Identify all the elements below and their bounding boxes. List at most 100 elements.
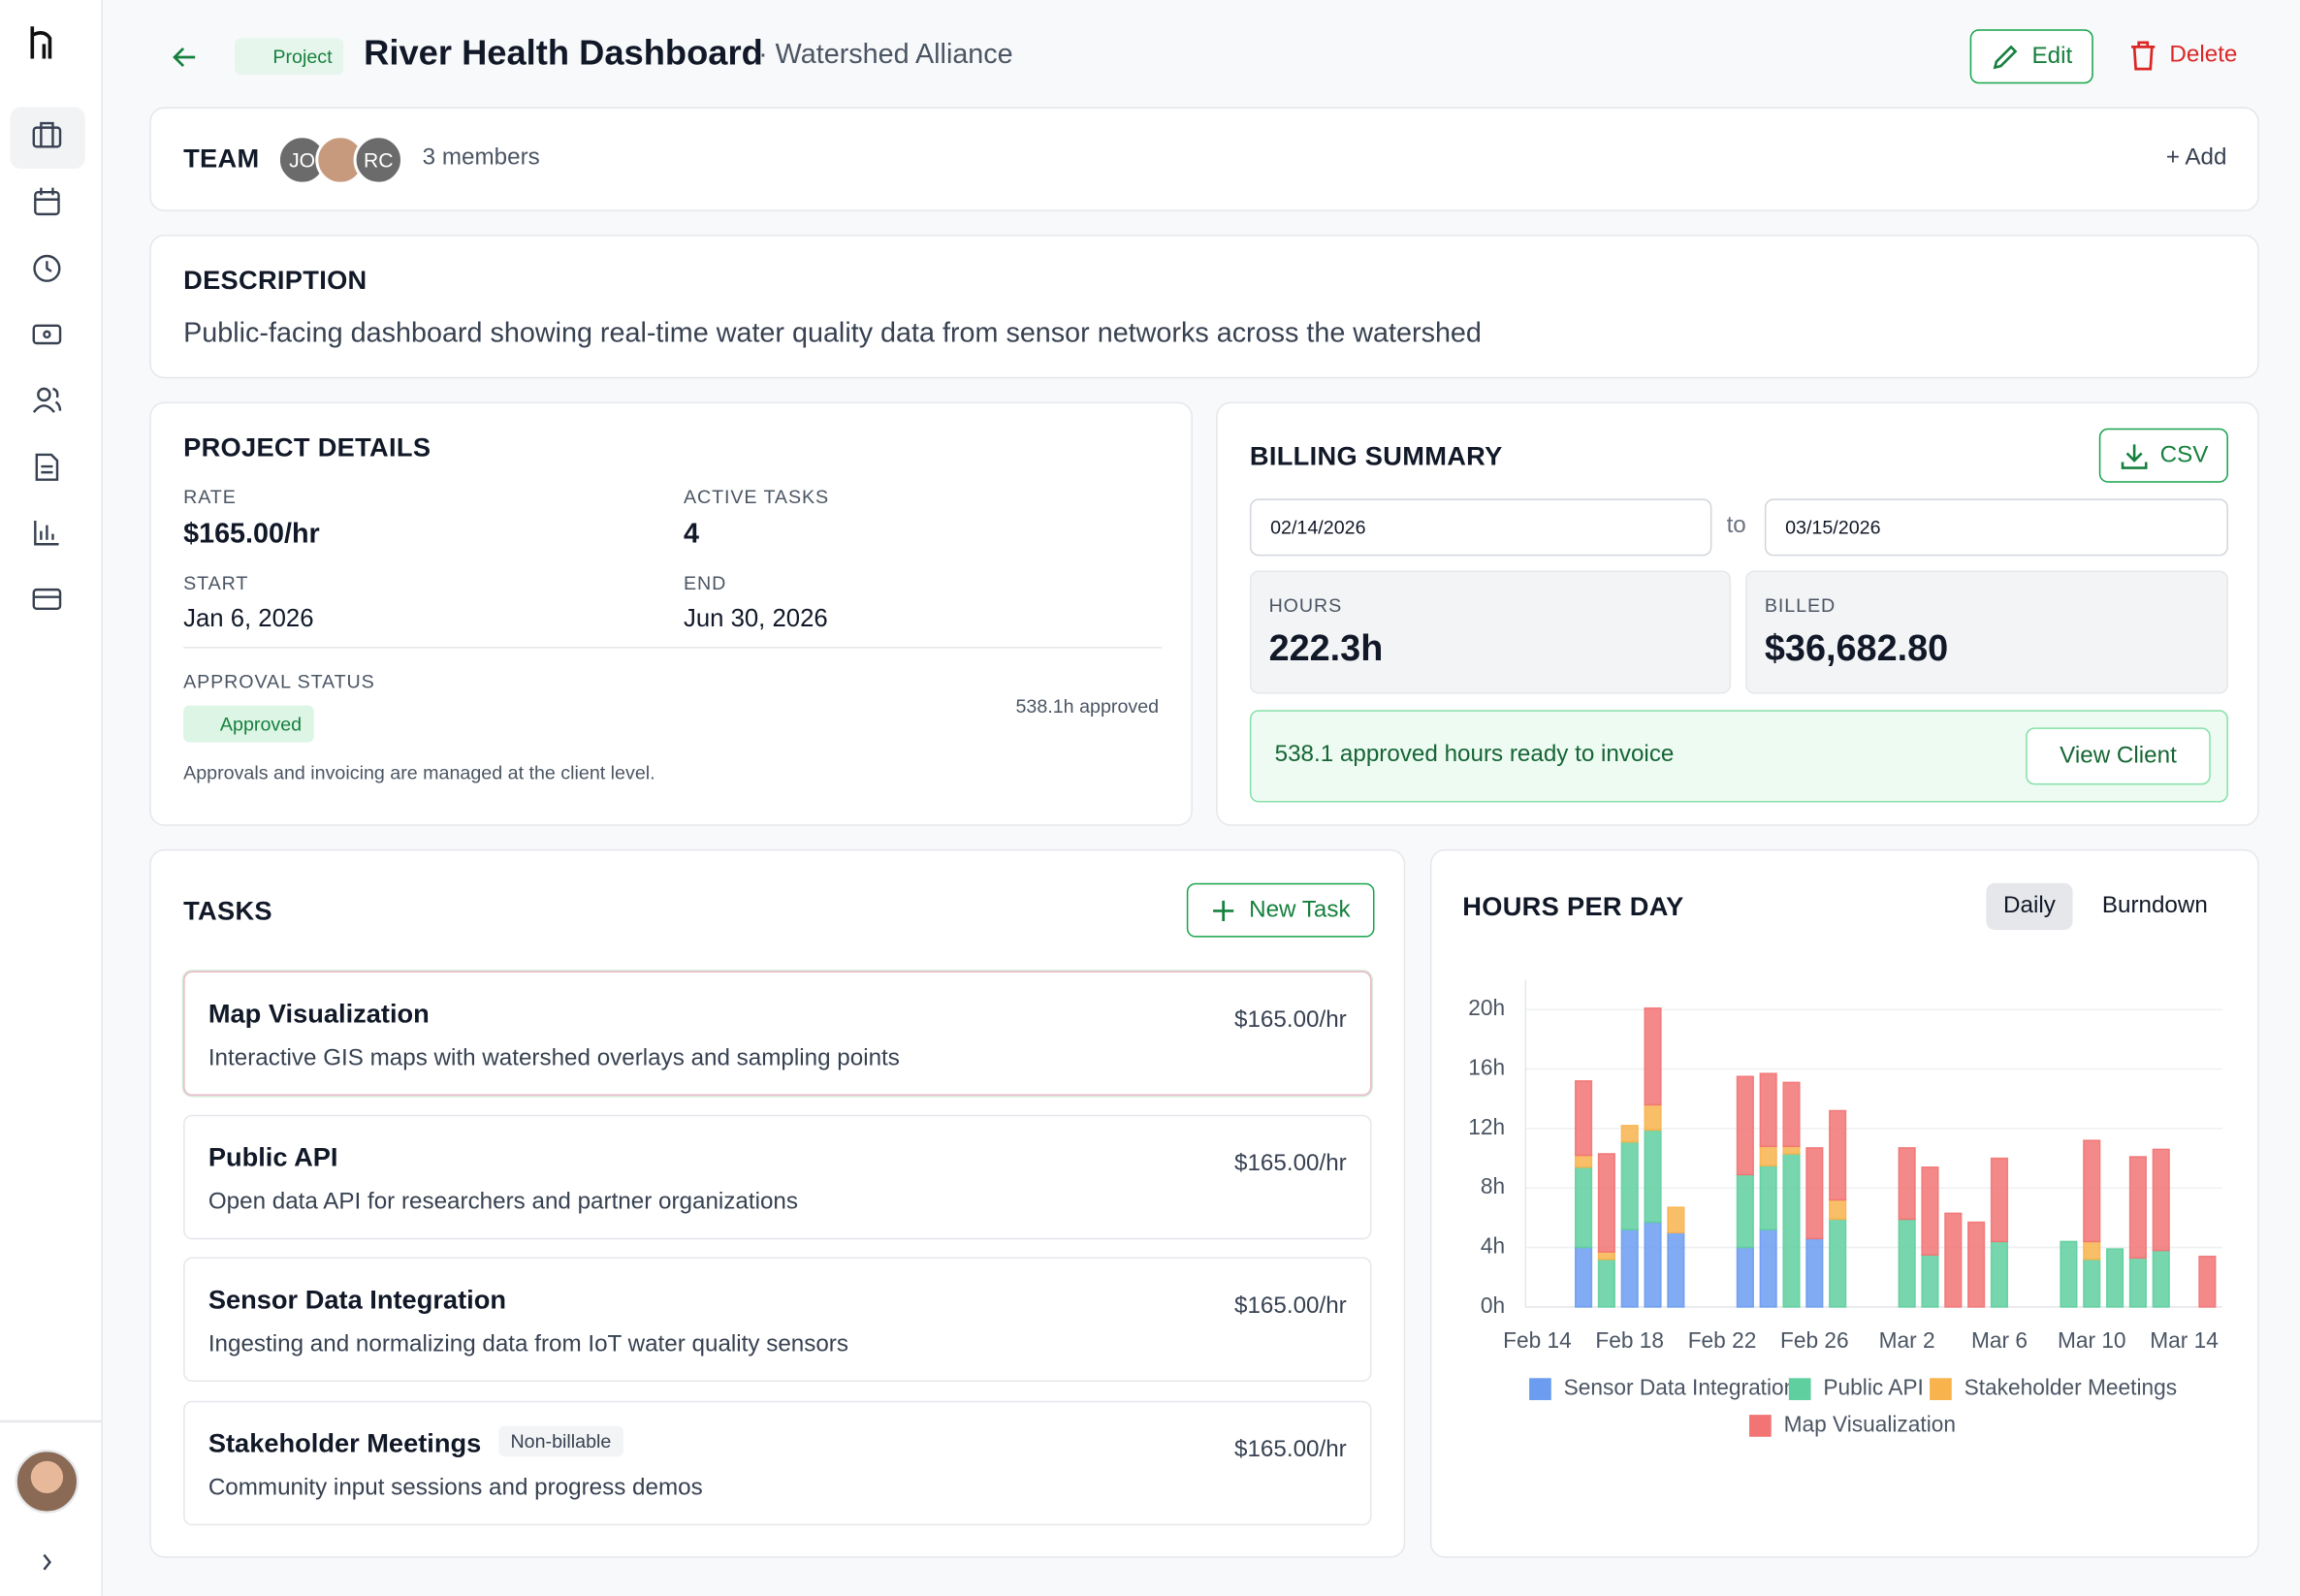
bar-segment bbox=[2060, 1240, 2078, 1308]
bar-segment bbox=[1667, 1231, 1685, 1308]
bar-segment bbox=[1898, 1147, 1916, 1221]
approval-label: APPROVAL STATUS bbox=[183, 670, 375, 693]
csv-button[interactable]: CSV bbox=[2098, 428, 2228, 483]
from-date-text: 02/14/2026 bbox=[1270, 516, 1366, 539]
bar-segment bbox=[1782, 1153, 1801, 1308]
delete-button[interactable]: Delete bbox=[2128, 38, 2237, 73]
member-count: 3 members bbox=[422, 144, 540, 171]
edit-icon bbox=[1993, 44, 2018, 69]
view-client-button[interactable]: View Client bbox=[2026, 727, 2211, 785]
task-rate: $165.00/hr bbox=[1233, 1293, 1347, 1320]
x-tick-label: Mar 14 bbox=[2150, 1327, 2219, 1353]
delete-icon bbox=[2131, 41, 2156, 71]
x-tick-label: Mar 10 bbox=[2058, 1327, 2126, 1353]
legend-label: Sensor Data Integration bbox=[1564, 1375, 1797, 1400]
billing-card: BILLING SUMMARY CSV 02/14/2026 to 03/15/… bbox=[1216, 401, 2259, 826]
task-name: Stakeholder Meetings bbox=[208, 1428, 482, 1458]
to-label: to bbox=[1726, 513, 1746, 539]
details-title: PROJECT DETAILS bbox=[183, 432, 431, 463]
end-label: END bbox=[683, 571, 727, 594]
y-tick-label: 12h bbox=[1468, 1114, 1505, 1139]
plus-icon bbox=[1213, 900, 1234, 921]
active-label: ACTIVE TASKS bbox=[683, 485, 830, 508]
task-description: Ingesting and normalizing data from IoT … bbox=[208, 1331, 848, 1357]
end-value: Jun 30, 2026 bbox=[683, 604, 828, 633]
y-tick-label: 20h bbox=[1468, 995, 1505, 1020]
bar-segment bbox=[2198, 1256, 2217, 1308]
bar-segment bbox=[1644, 1006, 1662, 1106]
y-tick-label: 0h bbox=[1481, 1293, 1505, 1318]
bar-segment bbox=[2083, 1240, 2101, 1261]
task-rate: $165.00/hr bbox=[1233, 1151, 1347, 1177]
hours-label: HOURS bbox=[1268, 593, 1343, 617]
bar-segment bbox=[2083, 1139, 2101, 1243]
chart-title: HOURS PER DAY bbox=[1462, 891, 1684, 922]
team-title: TEAM bbox=[183, 144, 260, 174]
new-task-button[interactable]: New Task bbox=[1186, 882, 1375, 938]
description-card: DESCRIPTION Public-facing dashboard show… bbox=[149, 235, 2259, 379]
bar-segment bbox=[1736, 1075, 1754, 1176]
task-card[interactable]: Public API Open data API for researchers … bbox=[183, 1114, 1372, 1240]
bar-segment bbox=[2128, 1257, 2147, 1308]
task-rate: $165.00/hr bbox=[1233, 1437, 1347, 1463]
edit-text: Edit bbox=[2031, 43, 2073, 69]
y-tick-label: 4h bbox=[1481, 1233, 1505, 1259]
legend-label: Public API bbox=[1823, 1375, 1923, 1400]
description-text: Public-facing dashboard showing real-tim… bbox=[183, 318, 1482, 350]
task-tag: Non-billable bbox=[498, 1425, 623, 1457]
to-date[interactable]: 03/15/2026 bbox=[1764, 498, 2228, 557]
team-card: TEAM JO RC 3 members + Add bbox=[149, 107, 2259, 211]
rate-value: $165.00/hr bbox=[183, 519, 320, 551]
x-tick-label: Feb 14 bbox=[1503, 1327, 1572, 1353]
tab-daily[interactable]: Daily bbox=[1986, 882, 2073, 931]
edit-button[interactable]: Edit bbox=[1969, 29, 2093, 84]
bar-segment bbox=[1829, 1109, 1847, 1201]
bar-segment bbox=[1759, 1165, 1777, 1230]
bar-segment bbox=[1759, 1229, 1777, 1308]
x-tick-label: Feb 22 bbox=[1688, 1327, 1757, 1353]
billing-title: BILLING SUMMARY bbox=[1249, 441, 1503, 471]
sidebar bbox=[0, 0, 103, 1596]
bar-segment bbox=[1990, 1240, 2009, 1308]
task-card[interactable]: Stakeholder Meetings Non-billable Communit… bbox=[183, 1400, 1372, 1526]
download-icon bbox=[2121, 443, 2147, 469]
hours-stat: HOURS 222.3h bbox=[1249, 570, 1732, 694]
avatar: RC bbox=[353, 135, 404, 185]
bar-segment bbox=[1805, 1237, 1824, 1308]
approved-hours: 538.1h approved bbox=[1015, 695, 1160, 718]
y-tick-label: 16h bbox=[1468, 1055, 1505, 1080]
project-badge: Project bbox=[235, 38, 344, 76]
csv-text: CSV bbox=[2159, 442, 2209, 467]
legend-label: Map Visualization bbox=[1784, 1411, 1956, 1436]
bar-segment bbox=[1574, 1080, 1593, 1157]
approval-badge: Approved bbox=[183, 705, 314, 743]
task-name: Public API bbox=[208, 1142, 338, 1172]
task-description: Open data API for researchers and partne… bbox=[208, 1189, 798, 1215]
legend-swatch bbox=[1529, 1378, 1551, 1400]
task-card[interactable]: Sensor Data Integration Ingesting and nor… bbox=[183, 1257, 1372, 1383]
legend-swatch bbox=[1788, 1378, 1811, 1400]
client-name: · Watershed Alliance bbox=[758, 39, 1013, 71]
bar-segment bbox=[2128, 1156, 2147, 1260]
bar-segment bbox=[1782, 1081, 1801, 1148]
bar-segment bbox=[1620, 1229, 1639, 1308]
back-arrow[interactable] bbox=[170, 43, 199, 72]
tasks-title: TASKS bbox=[183, 896, 272, 926]
x-tick-label: Mar 2 bbox=[1879, 1327, 1935, 1353]
bar-segment bbox=[1620, 1125, 1639, 1143]
tab-burndown[interactable]: Burndown bbox=[2101, 893, 2208, 919]
view-client-text: View Client bbox=[2060, 743, 2177, 768]
bar-segment bbox=[1574, 1166, 1593, 1249]
divider bbox=[183, 647, 1163, 649]
page-title: River Health Dashboard bbox=[364, 33, 763, 74]
task-card[interactable]: Map Visualization Interactive GIS maps wi… bbox=[183, 971, 1372, 1097]
add-member[interactable]: + Add bbox=[2165, 144, 2227, 171]
from-date[interactable]: 02/14/2026 bbox=[1249, 498, 1712, 557]
bar-segment bbox=[1597, 1251, 1615, 1261]
bar-segment bbox=[2106, 1248, 2124, 1308]
invoice-notice: 538.1 approved hours ready to invoice Vi… bbox=[1249, 710, 2228, 803]
active-value: 4 bbox=[683, 519, 699, 551]
billed-label: BILLED bbox=[1764, 593, 1837, 617]
bar-segment bbox=[1898, 1218, 1916, 1308]
